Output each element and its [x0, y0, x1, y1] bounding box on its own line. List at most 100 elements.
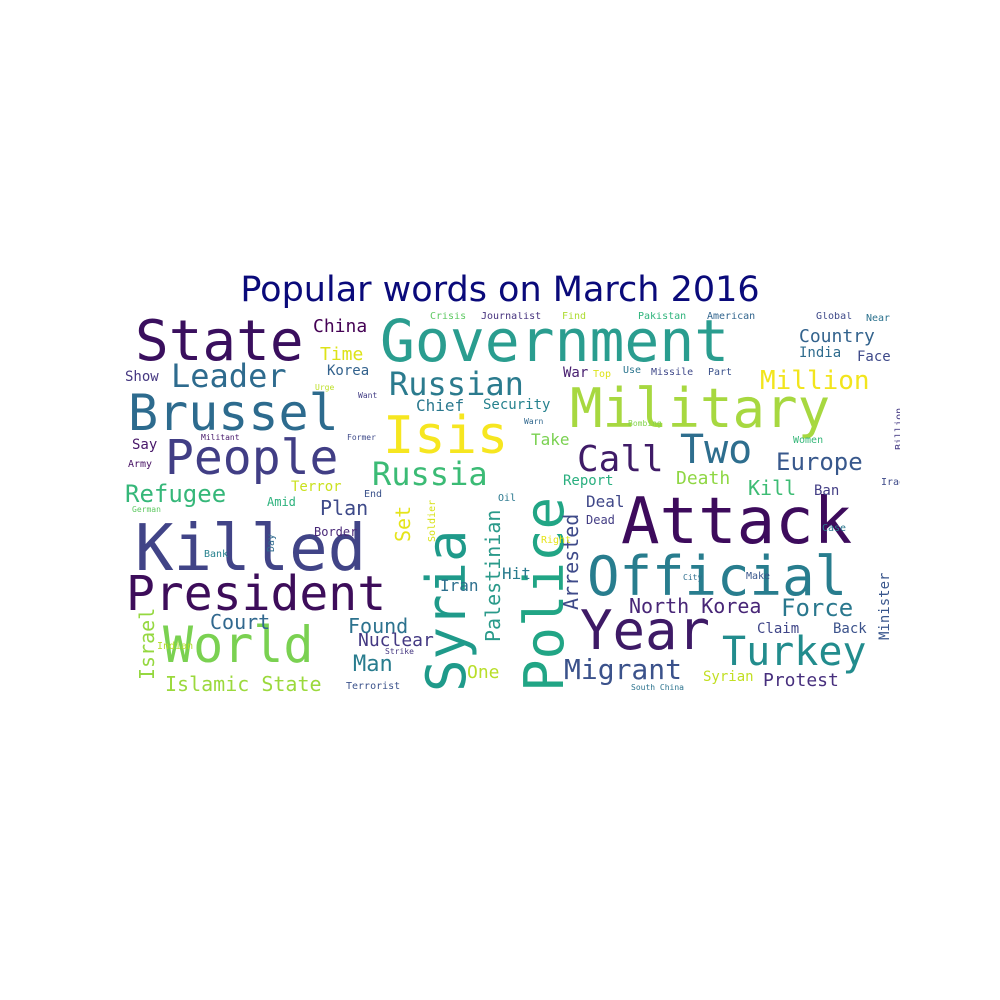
- word-end: End: [364, 489, 383, 500]
- word-oil: Oil: [498, 493, 517, 504]
- word-year: Year: [580, 599, 711, 662]
- word-deal: Deal: [586, 492, 625, 511]
- word-attack: Attack: [621, 485, 853, 559]
- word-minister: Minister: [877, 572, 893, 640]
- word-terrorist: Terrorist: [346, 681, 401, 692]
- word-china: China: [313, 316, 368, 337]
- word-north-korea: North Korea: [629, 594, 762, 618]
- word-india: India: [799, 345, 842, 361]
- word-palestinian: Palestinian: [481, 509, 505, 642]
- word-court: Court: [210, 610, 271, 634]
- word-dead: Dead: [586, 513, 615, 527]
- word-iran: Iran: [440, 576, 479, 595]
- word-russian: Russian: [389, 365, 524, 403]
- word-state: State: [135, 312, 304, 374]
- wordcloud-title: Popular words on March 2016: [240, 270, 760, 310]
- word-two: Two: [680, 427, 753, 473]
- word-hit: Hit: [502, 564, 531, 583]
- word-german: German: [132, 505, 161, 514]
- word-urge: Urge: [315, 383, 335, 392]
- word-take: Take: [531, 430, 570, 449]
- word-former: Former: [347, 433, 376, 442]
- word-security: Security: [483, 397, 551, 413]
- word-show: Show: [125, 369, 159, 385]
- word-report: Report: [563, 473, 614, 489]
- word-say: Say: [132, 437, 158, 453]
- word-killed: Killed: [135, 512, 367, 586]
- word-find: Find: [562, 312, 587, 322]
- word-terror: Terror: [291, 479, 342, 495]
- word-million: Million: [760, 366, 870, 396]
- word-protest: Protest: [763, 670, 839, 691]
- word-militant: Militant: [201, 433, 240, 442]
- word-israel: Israel: [135, 607, 159, 680]
- word-warn: Warn: [524, 417, 544, 426]
- word-plan: Plan: [320, 496, 369, 520]
- word-kill: Kill: [748, 476, 797, 500]
- word-syria: Syria: [415, 529, 478, 692]
- word-europe: Europe: [776, 448, 863, 476]
- word-call: Call: [577, 439, 664, 480]
- word-cloud: Government Military Attack Killed State Bruss…: [125, 312, 900, 700]
- word-war: War: [563, 365, 589, 381]
- word-soldier: Soldier: [427, 499, 438, 542]
- word-want: Want: [358, 391, 378, 400]
- word-official: Official: [587, 545, 848, 608]
- word-president: President: [126, 566, 387, 622]
- word-brussel: Brussel: [128, 384, 339, 442]
- word-army: Army: [128, 459, 153, 470]
- word-use: Use: [623, 365, 642, 376]
- word-set: Set: [391, 505, 415, 542]
- word-isis: Isis: [383, 406, 509, 466]
- word-strike: Strike: [385, 647, 414, 656]
- word-women: Women: [793, 435, 824, 446]
- word-american: American: [707, 312, 756, 322]
- word-iraq: Iraq: [881, 477, 900, 488]
- word-syrian: Syrian: [703, 669, 754, 685]
- word-chief: Chief: [416, 396, 465, 415]
- word-border: Border: [314, 525, 358, 539]
- word-part: Part: [708, 367, 733, 378]
- word-crisis: Crisis: [430, 312, 467, 322]
- word-city: City: [683, 573, 703, 582]
- word-billion: Billion: [894, 407, 900, 450]
- word-force: Force: [781, 594, 854, 622]
- word-back: Back: [833, 621, 867, 637]
- word-time: Time: [320, 344, 364, 365]
- word-south-china: South China: [631, 683, 684, 692]
- word-arrested: Arrested: [559, 513, 583, 610]
- word-journalist: Journalist: [481, 312, 542, 322]
- word-day: Day: [266, 533, 277, 552]
- word-islamic-state: Islamic State: [165, 672, 322, 696]
- word-korea: Korea: [327, 363, 370, 379]
- word-case: Case: [822, 523, 847, 534]
- word-government: Government: [380, 312, 730, 375]
- word-refugee: Refugee: [125, 480, 227, 508]
- word-make: Make: [746, 571, 771, 582]
- word-one: One: [467, 662, 500, 683]
- word-migrant: Migrant: [564, 653, 683, 686]
- word-leader: Leader: [171, 357, 287, 395]
- word-nuclear: Nuclear: [358, 630, 434, 651]
- word-russia: Russia: [372, 455, 488, 493]
- word-claim: Claim: [757, 621, 800, 637]
- word-death: Death: [676, 468, 731, 489]
- word-right: Right: [541, 535, 572, 546]
- word-missile: Missile: [651, 367, 694, 378]
- word-bank: Bank: [204, 549, 229, 560]
- word-indian: Indian: [157, 641, 194, 652]
- word-top: Top: [593, 369, 612, 380]
- word-world: World: [163, 616, 314, 674]
- word-bombing: Bombing: [628, 419, 662, 428]
- word-turkey: Turkey: [722, 629, 867, 675]
- word-found: Found: [348, 614, 409, 638]
- word-country: Country: [799, 326, 875, 347]
- word-face: Face: [857, 349, 891, 365]
- word-military: Military: [570, 377, 831, 440]
- word-near: Near: [866, 313, 891, 324]
- word-man: Man: [353, 652, 393, 677]
- word-pakistan: Pakistan: [638, 312, 687, 322]
- word-ban: Ban: [814, 483, 840, 499]
- word-people: People: [165, 430, 339, 486]
- word-amid: Amid: [267, 495, 296, 509]
